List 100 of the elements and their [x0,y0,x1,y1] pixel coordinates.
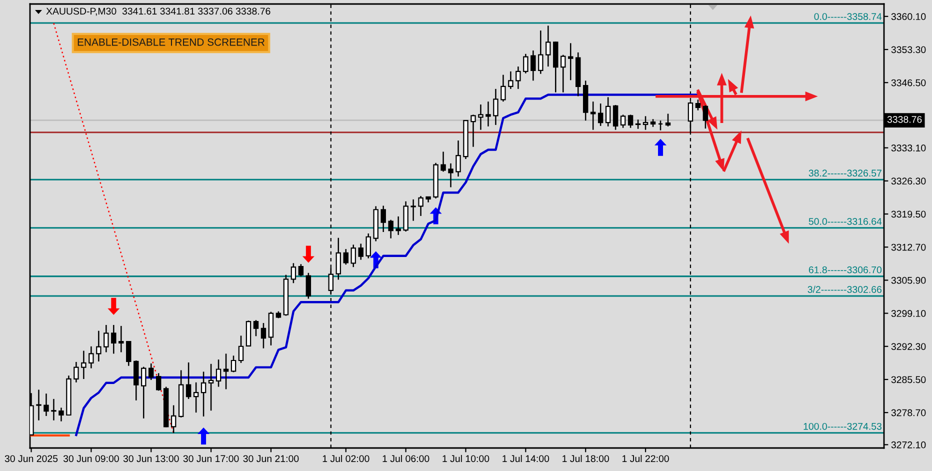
candlestick [268,311,274,346]
candlestick [81,350,86,380]
y-tick-label: 3346.50 [891,79,926,86]
candlestick [336,237,342,280]
candlestick [51,398,56,421]
x-tick-label: 1 Jul 18:00 [562,454,610,462]
chart-title: XAUUSD-P,M30 3341.61 3341.81 3337.06 3338.76 [46,8,270,16]
candlestick [642,116,648,130]
candlestick [620,114,626,128]
candlestick [193,382,199,414]
annotation: 50.0------3316.64 [808,218,882,225]
candlestick [456,140,461,178]
annotation: ENABLE-DISABLE TREND SCREENER [78,38,264,46]
candlestick [470,114,476,148]
x-tick-label: 1 Jul 22:00 [622,454,669,462]
candlestick [530,50,536,82]
ref-line-label: 3338.76 [887,116,922,123]
candlestick [230,355,236,373]
candlestick [358,243,364,260]
x-tick-label: 1 Jul 10:00 [442,454,490,462]
candlestick [104,324,109,353]
candlestick [366,232,371,259]
candlestick [560,54,566,93]
candlestick [88,346,94,369]
candlestick [396,216,401,236]
candlestick [223,353,229,390]
candlestick [612,104,618,130]
x-tick-label: 30 Jun 2025 [4,455,58,462]
candlestick [58,407,64,422]
x-tick-label: 1 Jul 02:00 [322,454,370,462]
candlestick [343,248,348,266]
candlestick [44,392,49,417]
candlestick [200,371,206,418]
candlestick [403,200,408,232]
candlestick [111,324,116,354]
x-tick-label: 30 Jun 13:00 [123,455,179,462]
y-tick-label: 3333.10 [891,144,926,152]
candlestick [635,118,641,130]
candlestick [290,262,296,284]
candlestick [134,360,139,402]
y-tick-label: 3299.10 [891,310,926,317]
candlestick [260,322,266,349]
candlestick [478,104,484,130]
candlestick [216,358,222,388]
candlestick [516,66,521,90]
candlestick [508,70,514,90]
annotation: 100.0------3274.53 [804,422,882,430]
candlestick [605,96,611,128]
y-tick-label: 3285.50 [891,376,926,384]
x-tick-label: 1 Jul 14:00 [502,454,550,462]
candlestick [306,272,312,300]
candlestick [628,114,634,128]
candlestick [148,362,154,381]
annotation: 3/2--------3302.66 [808,286,882,293]
candlestick [598,102,604,127]
y-tick-label: 3353.30 [891,46,926,54]
x-tick-label: 30 Jun 21:00 [243,455,299,462]
candlestick [141,366,146,420]
candlestick [388,219,394,239]
x-tick-label: 30 Jun 17:00 [183,455,239,462]
candlestick [350,244,356,268]
x-tick-label: 30 Jun 09:00 [63,455,119,462]
y-tick-label: 3278.70 [891,409,926,416]
candlestick [486,100,491,128]
annotation: 61.8------3306.70 [808,266,882,274]
candlestick [126,340,132,366]
candlestick [186,362,192,400]
y-tick-label: 3272.10 [891,441,926,448]
candlestick [702,104,708,130]
candlestick [96,330,102,362]
candlestick [523,53,528,74]
candlestick [156,372,162,392]
y-tick-label: 3305.90 [891,276,926,284]
line-series [75,94,700,436]
y-tick-label: 3360.10 [891,13,926,20]
candlestick [380,205,386,233]
y-tick-label: 3319.50 [891,210,926,218]
candlestick [118,325,124,353]
x-tick-label: 1 Jul 06:00 [382,454,430,462]
candlestick [410,198,416,222]
y-tick-label: 3326.30 [891,178,926,185]
candlestick [74,361,79,384]
candlestick [170,404,176,434]
candlestick [238,335,244,364]
candlestick [695,99,701,111]
candlestick [253,319,259,337]
y-tick-label: 3312.70 [891,244,926,251]
candlestick [36,389,42,421]
candlestick [208,363,214,412]
annotation: 38.2------3326.57 [808,170,882,177]
candlestick [493,88,498,126]
candlestick [298,264,304,277]
candlestick [665,113,671,128]
candlestick [418,195,424,217]
candlestick [500,74,506,102]
candlestick [568,42,574,81]
candlestick [448,162,454,188]
candlestick [440,151,446,172]
y-tick-label: 3292.30 [891,343,926,350]
candlestick [590,100,596,130]
